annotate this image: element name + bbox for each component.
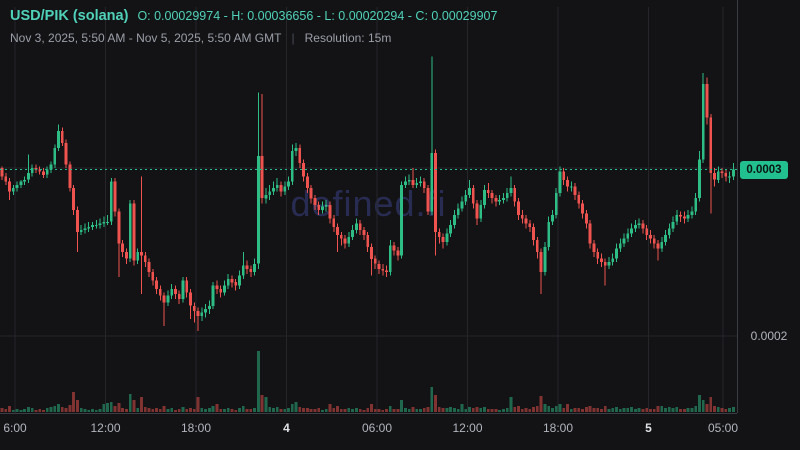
time-axis-label: 12:00 xyxy=(452,421,483,435)
time-axis-label: 18:00 xyxy=(542,421,574,435)
time-axis-label: 6:00 xyxy=(3,421,27,435)
last-price-badge: 0.0003 xyxy=(740,160,788,179)
price-chart-pane[interactable]: defined.fi USD/PIK (solana) O: 0.0002997… xyxy=(0,0,737,413)
gridlines xyxy=(0,7,737,413)
time-axis-label: 05:00 xyxy=(707,421,739,435)
candles xyxy=(0,56,735,331)
time-axis-label: 18:00 xyxy=(180,421,212,435)
date-range: Nov 3, 2025, 5:50 AM - Nov 5, 2025, 5:50… xyxy=(10,31,282,45)
price-axis-label: 0.0002 xyxy=(750,329,788,343)
time-axis-label: 06:00 xyxy=(361,421,393,435)
time-axis[interactable]: 6:00 12:00 18:00 4 06:00 12:00 18:00 5 05:00 xyxy=(0,413,739,450)
candlestick-canvas[interactable] xyxy=(0,0,737,413)
time-axis-label: 5 xyxy=(645,421,652,435)
ohlc-summary: O: 0.00029974 - H: 0.00036656 - L: 0.000… xyxy=(137,9,498,23)
resolution-label: Resolution: 15m xyxy=(304,31,392,45)
volume-bars xyxy=(0,351,735,412)
time-axis-label: 4 xyxy=(283,421,290,435)
chart-header: USD/PIK (solana) O: 0.00029974 - H: 0.00… xyxy=(10,8,497,45)
pair-title: USD/PIK (solana) xyxy=(10,8,129,24)
price-axis[interactable]: 0.0003 0.0002 xyxy=(737,0,800,413)
axis-corner xyxy=(737,413,800,450)
time-axis-label: 12:00 xyxy=(90,421,121,435)
header-separator: | xyxy=(291,31,295,45)
